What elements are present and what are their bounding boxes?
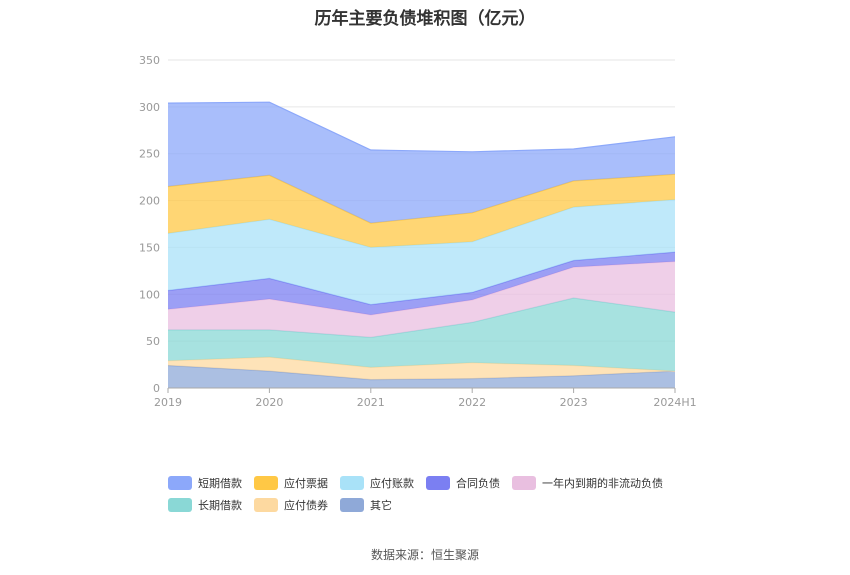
x-tick-label: 2019 <box>154 396 182 409</box>
legend-swatch <box>340 498 364 512</box>
axes: 0 50 100 150 200 250 300 350 2019 2020 2021 2022 202… <box>139 54 697 409</box>
y-tick-label: 350 <box>139 54 160 67</box>
y-tick-label: 0 <box>153 382 160 395</box>
legend-label: 应付账款 <box>370 477 414 490</box>
legend-item[interactable]: 合同负债 <box>426 472 500 494</box>
stacked-area-chart: 0 50 100 150 200 250 300 350 2019 2020 2021 2022 202… <box>139 54 697 409</box>
legend-swatch <box>512 476 536 490</box>
area-series-6 <box>168 174 675 248</box>
legend: 短期借款 应付票据 应付账款 合同负债 一年内到期的非流动负债长期借款 应付债券 其它 <box>168 472 728 516</box>
legend-item[interactable]: 一年内到期的非流动负债 <box>512 472 663 494</box>
y-tick-label: 250 <box>139 148 160 161</box>
legend-label: 其它 <box>370 499 392 512</box>
legend-swatch <box>426 476 450 490</box>
legend-swatch <box>340 476 364 490</box>
x-tick-label: 2023 <box>560 396 588 409</box>
x-tick-label: 2022 <box>458 396 486 409</box>
legend-item[interactable]: 长期借款 <box>168 494 242 516</box>
legend-swatch <box>254 476 278 490</box>
y-tick-label: 150 <box>139 241 160 254</box>
chart-title: 历年主要负债堆积图（亿元） <box>314 9 536 29</box>
area-series-1 <box>168 357 675 380</box>
legend-item[interactable]: 短期借款 <box>168 472 242 494</box>
x-tick-label: 2024H1 <box>653 396 696 409</box>
legend-label: 一年内到期的非流动负债 <box>542 477 663 490</box>
legend-label: 短期借款 <box>198 477 242 490</box>
area-series-3 <box>168 261 675 338</box>
x-tick-label: 2020 <box>255 396 283 409</box>
area-series-7 <box>168 102 675 224</box>
legend-item[interactable]: 应付债券 <box>254 494 328 516</box>
legend-label: 应付票据 <box>284 477 328 490</box>
x-tick-label: 2021 <box>357 396 385 409</box>
area-series-edge-7 <box>167 101 676 153</box>
y-tick-label: 100 <box>139 288 160 301</box>
y-tick-label: 300 <box>139 101 160 114</box>
legend-item[interactable]: 应付账款 <box>340 472 414 494</box>
source-note: 数据来源：恒生聚源 <box>370 548 479 562</box>
legend-item[interactable]: 其它 <box>340 494 392 516</box>
area-series-5 <box>168 199 675 305</box>
area-series-0 <box>168 365 675 388</box>
legend-item[interactable]: 应付票据 <box>254 472 328 494</box>
legend-label: 合同负债 <box>456 477 500 490</box>
legend-swatch <box>168 476 192 490</box>
area-series-2 <box>168 298 675 372</box>
area-series-4 <box>168 252 675 315</box>
legend-swatch <box>254 498 278 512</box>
y-tick-label: 50 <box>146 335 160 348</box>
legend-label: 长期借款 <box>198 499 242 512</box>
legend-label: 应付债券 <box>284 499 328 512</box>
y-tick-label: 200 <box>139 195 160 208</box>
legend-swatch <box>168 498 192 512</box>
area-series-layer <box>167 101 676 388</box>
